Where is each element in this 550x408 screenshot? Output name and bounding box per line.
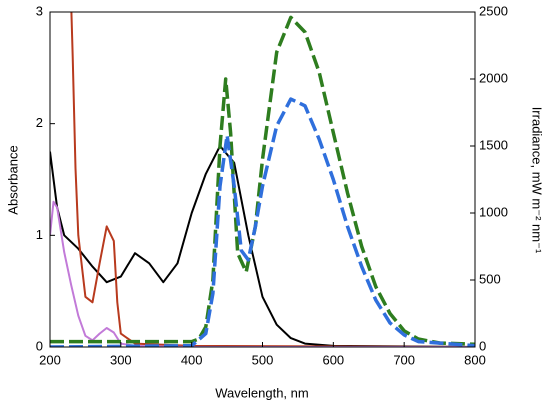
y2-tick-label: 2000 (479, 70, 508, 85)
y-tick-label: 0 (36, 338, 43, 353)
x-tick-label: 800 (464, 352, 486, 367)
x-tick-label: 500 (252, 352, 274, 367)
y-tick-label: 1 (36, 227, 43, 242)
x-tick-label: 400 (181, 352, 203, 367)
series-line (50, 97, 475, 347)
y-axis-label: Absorbance (5, 145, 20, 214)
y-tick-label: 2 (36, 115, 43, 130)
x-tick-label: 300 (110, 352, 132, 367)
y-tick-label: 3 (36, 3, 43, 18)
x-tick-label: 600 (322, 352, 344, 367)
x-axis-label: Wavelength, nm (215, 385, 308, 400)
y2-tick-label: 1000 (479, 204, 508, 219)
y2-axis-label: Irradiance, mW m⁻² nm⁻¹ (530, 107, 545, 254)
y2-tick-label: 500 (479, 271, 501, 286)
x-tick-label: 200 (39, 352, 61, 367)
y2-tick-label: 0 (479, 338, 486, 353)
series-line (50, 145, 475, 347)
series-line (50, 200, 475, 347)
y2-tick-label: 1500 (479, 137, 508, 152)
plot-area (50, 12, 475, 347)
x-tick-label: 700 (393, 352, 415, 367)
y2-tick-label: 2500 (479, 3, 508, 18)
series-line (70, 12, 475, 347)
